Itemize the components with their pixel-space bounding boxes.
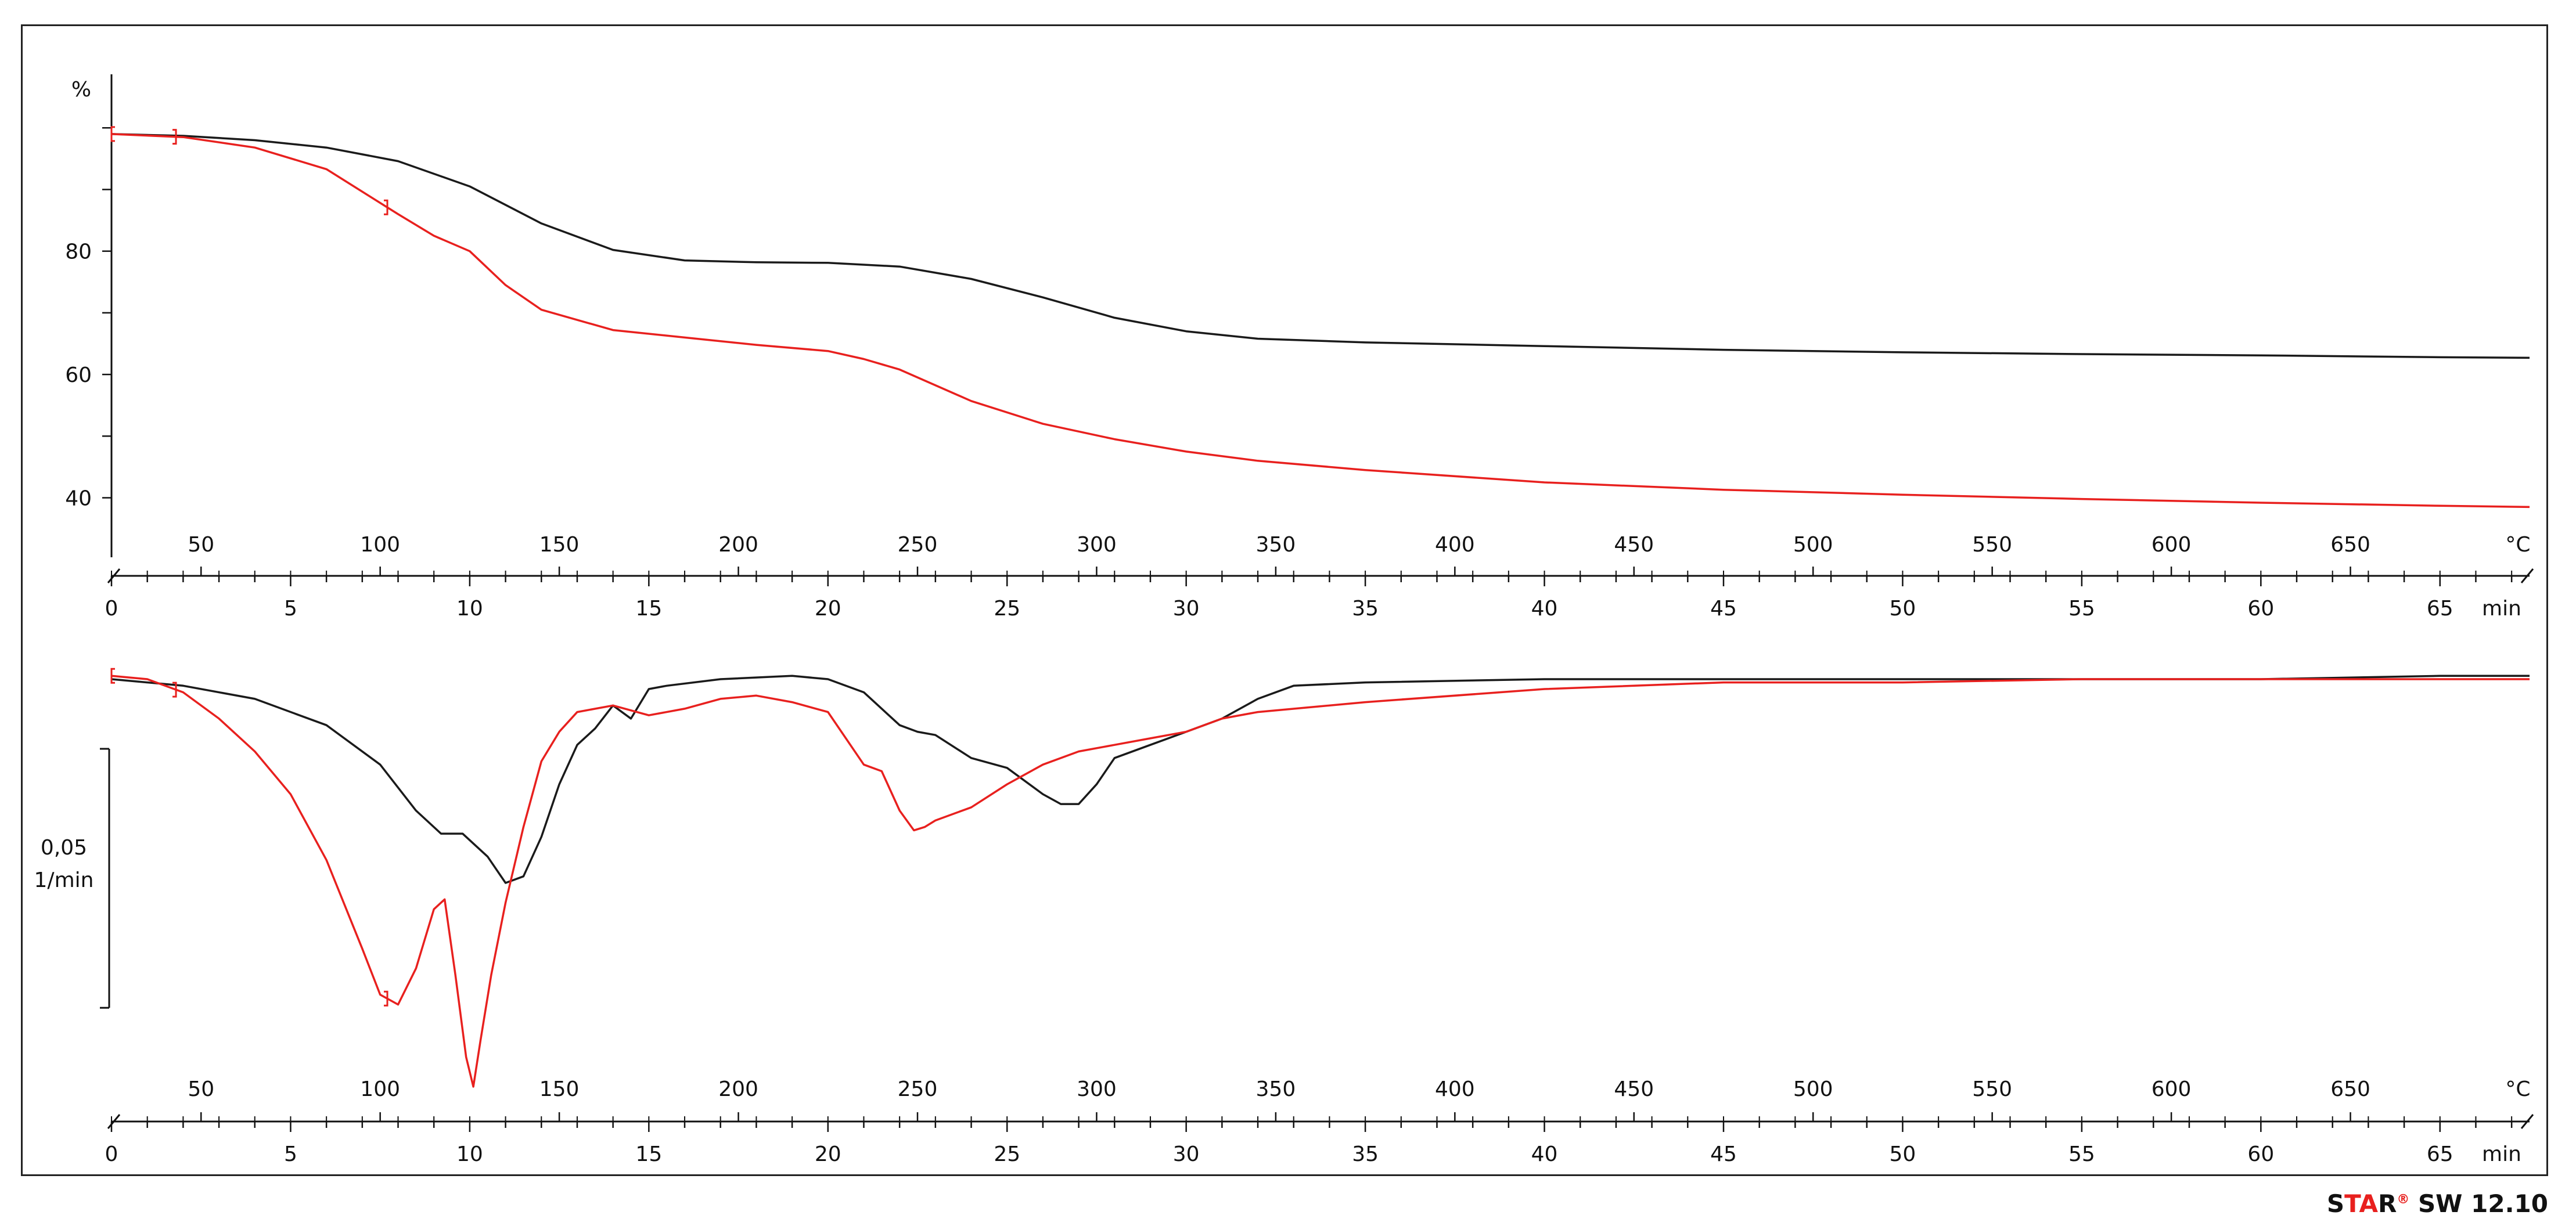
dtg-time-tick-label: 25	[994, 1142, 1020, 1166]
dtg-time-tick-label: 40	[1531, 1142, 1558, 1166]
tga-axis-break-left	[107, 568, 121, 583]
tga-panel: 40 60 80% 0 5 10 15 20 25 30 35 40 45 50 55 60 65 min 50 10…	[65, 74, 2534, 621]
dtg-scale-value-label: 0,05	[41, 836, 87, 860]
dtg-temp-tick-label: 350	[1256, 1077, 1296, 1101]
chart-frame	[21, 24, 2548, 1176]
dtg-temp-unit-label: °C	[2505, 1077, 2530, 1101]
tga-time-tick-label: 25	[994, 597, 1020, 621]
tga-time-tick-label: 0	[105, 597, 118, 621]
tga-temp-tick-label: 550	[1972, 533, 2012, 557]
tga-temp-unit-label: °C	[2505, 533, 2530, 557]
tga-temp-tick-label: 450	[1614, 533, 1654, 557]
tga-series-red	[111, 133, 2530, 509]
dtg-temp-tick-label: 450	[1614, 1077, 1654, 1101]
dtg-range-marker	[172, 681, 177, 698]
dtg-time-tick-label: 65	[2427, 1142, 2453, 1166]
tga-time-tick-label: 15	[635, 597, 662, 621]
tga-y-tick-label: 80	[65, 240, 92, 264]
tga-time-tick-label: 65	[2427, 597, 2453, 621]
tga-time-tick-label: 20	[815, 597, 841, 621]
star-sw-watermark: STAR® SW 12.10	[2327, 1189, 2548, 1218]
dtg-temp-tick-label: 550	[1972, 1077, 2012, 1101]
tga-y-unit-label: %	[71, 78, 91, 102]
tga-temp-tick-label: 150	[539, 533, 580, 557]
tga-range-marker	[110, 126, 115, 142]
dtg-panel: 0,05 1/min 0 5 10 15 20 25 30 35 40 45 50 55 60 65 min 50…	[34, 668, 2534, 1166]
tga-temp-tick-label: 350	[1256, 533, 1296, 557]
tga-range-marker	[172, 129, 177, 145]
dtg-time-tick-label: 60	[2247, 1142, 2274, 1166]
dtg-axis-break-right	[2520, 1114, 2534, 1129]
tga-temp-tick-label: 300	[1077, 533, 1117, 557]
dtg-axis-break-left	[107, 1114, 121, 1129]
tga-y-tick-label: 40	[65, 487, 92, 511]
dtg-temp-tick-label: 200	[718, 1077, 758, 1101]
watermark-registered: ®	[2397, 1192, 2410, 1207]
dtg-time-unit-label: min	[2482, 1142, 2521, 1166]
tga-temp-tick-label: 400	[1435, 533, 1475, 557]
tga-time-tick-label: 35	[1352, 597, 1379, 621]
watermark-r: R	[2377, 1189, 2397, 1218]
tga-axis-break-right	[2520, 568, 2534, 583]
dtg-scale-unit-label: 1/min	[34, 868, 94, 892]
watermark-ta: TA	[2344, 1189, 2378, 1218]
tga-time-tick-label: 50	[1890, 597, 1916, 621]
dtg-temp-tick-label: 50	[188, 1077, 214, 1101]
dtg-time-tick-label: 50	[1890, 1142, 1916, 1166]
tga-series-black	[111, 133, 2530, 359]
dtg-temp-tick-label: 100	[360, 1077, 400, 1101]
tga-time-unit-label: min	[2482, 597, 2521, 621]
tga-range-marker	[384, 199, 388, 215]
dtg-time-tick-label: 0	[105, 1142, 118, 1166]
dtg-range-marker	[384, 990, 388, 1007]
tga-time-tick-label: 5	[284, 597, 297, 621]
dtg-series-red	[111, 675, 2530, 1088]
tga-temp-tick-label: 650	[2330, 533, 2370, 557]
watermark-s: S	[2326, 1189, 2345, 1218]
dtg-temp-tick-label: 500	[1793, 1077, 1833, 1101]
tga-temp-tick-label: 500	[1793, 533, 1833, 557]
dtg-temp-tick-label: 400	[1435, 1077, 1475, 1101]
tga-time-tick-label: 30	[1173, 597, 1200, 621]
tga-temp-tick-label: 250	[898, 533, 938, 557]
tga-temp-tick-label: 50	[188, 533, 214, 557]
watermark-version: SW 12.10	[2417, 1189, 2548, 1218]
dtg-time-tick-label: 45	[1710, 1142, 1737, 1166]
dtg-range-marker	[110, 668, 115, 684]
dtg-series-black	[111, 675, 2530, 884]
tga-temp-tick-label: 600	[2152, 533, 2192, 557]
dtg-time-tick-label: 15	[635, 1142, 662, 1166]
dtg-temp-tick-label: 300	[1077, 1077, 1117, 1101]
dtg-time-tick-label: 10	[456, 1142, 483, 1166]
tga-time-tick-label: 40	[1531, 597, 1558, 621]
tga-time-tick-label: 55	[2068, 597, 2095, 621]
tga-time-tick-label: 45	[1710, 597, 1737, 621]
tga-y-tick-label: 60	[65, 363, 92, 387]
dtg-time-tick-label: 30	[1173, 1142, 1200, 1166]
tga-time-tick-label: 60	[2247, 597, 2274, 621]
dtg-time-tick-label: 55	[2068, 1142, 2095, 1166]
tga-temp-tick-label: 100	[360, 533, 400, 557]
dtg-time-tick-label: 35	[1352, 1142, 1379, 1166]
dtg-temp-tick-label: 150	[539, 1077, 580, 1101]
dtg-time-tick-label: 20	[815, 1142, 841, 1166]
tga-temp-tick-label: 200	[718, 533, 758, 557]
dtg-temp-tick-label: 250	[898, 1077, 938, 1101]
dtg-time-tick-label: 5	[284, 1142, 297, 1166]
tga-time-tick-label: 10	[456, 597, 483, 621]
dtg-temp-tick-label: 650	[2330, 1077, 2370, 1101]
dtg-temp-tick-label: 600	[2152, 1077, 2192, 1101]
